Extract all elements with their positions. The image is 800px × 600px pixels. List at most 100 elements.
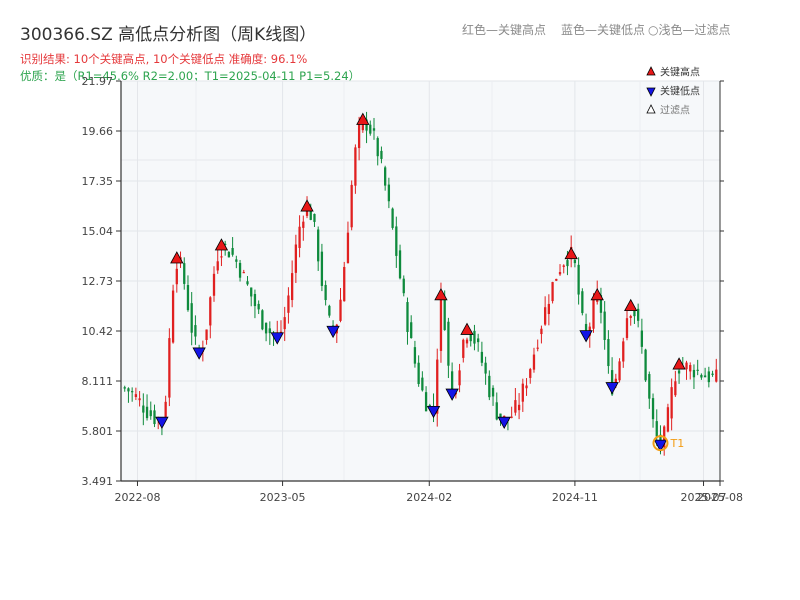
candle-body: [145, 406, 149, 419]
candle-body: [313, 213, 316, 222]
candle-body: [707, 371, 710, 383]
candle-body: [298, 226, 301, 248]
legend-label: 关键低点: [660, 85, 700, 98]
candle-body: [302, 221, 305, 228]
candle-body: [384, 167, 387, 186]
legend-light-note: ○浅色—过滤点: [648, 23, 731, 37]
candle-body: [175, 268, 178, 285]
candle-body: [250, 287, 253, 297]
candle-body: [224, 243, 227, 246]
candle-body: [287, 295, 290, 313]
legend-marker: [646, 87, 656, 97]
candle-body: [376, 138, 379, 157]
candle-body: [484, 362, 487, 374]
candle-body: [261, 310, 264, 330]
candle-body: [227, 252, 231, 258]
candle-body: [391, 208, 394, 228]
candle-body: [666, 407, 670, 432]
candle-body: [644, 349, 647, 381]
candle-body: [525, 385, 528, 389]
candle-body: [424, 392, 428, 412]
candle-body: [573, 259, 577, 264]
candle-body: [436, 359, 439, 414]
candle-body: [633, 307, 636, 317]
x-tick-label: 2024-02: [406, 491, 452, 504]
candle-body: [309, 207, 312, 220]
candle-body: [168, 338, 171, 398]
candle-body: [149, 410, 152, 417]
key-low-marker: [426, 405, 441, 419]
candle-body: [480, 351, 484, 363]
candle-body: [517, 404, 521, 411]
legend-label: 关键高点: [660, 66, 700, 79]
candle-body: [495, 402, 498, 420]
candle-body: [283, 317, 286, 330]
chart-title: 300366.SZ 高低点分析图（周K线图）: [20, 25, 317, 45]
candle-body: [183, 263, 186, 284]
candle-body: [294, 244, 298, 273]
candle-body: [131, 391, 134, 393]
key-high-marker: [300, 199, 314, 212]
candle-body: [268, 328, 271, 334]
candle-body: [637, 308, 640, 321]
candle-body: [450, 371, 454, 391]
legend-marker: [646, 104, 656, 114]
y-tick-label: 10.42: [82, 325, 114, 338]
candle-body: [324, 284, 327, 301]
key-low-marker: [497, 416, 511, 430]
candle-body: [577, 264, 580, 295]
x-tick-label: 2025-08: [697, 491, 743, 504]
key-low-marker: [326, 325, 340, 339]
candle-body: [655, 421, 658, 437]
candle-body: [540, 328, 543, 335]
candle-body: [190, 303, 193, 333]
candle-body: [231, 247, 234, 255]
candle-body: [242, 272, 245, 274]
candle-body: [339, 299, 342, 321]
y-tick-label: 8.111: [82, 375, 114, 388]
candle-body: [253, 293, 257, 307]
candle-body: [439, 290, 443, 351]
candle-body: [365, 119, 368, 131]
key-low-marker: [579, 330, 593, 343]
candle-body: [350, 184, 353, 228]
key-high-marker: [590, 287, 604, 301]
candle-body: [320, 251, 324, 286]
candle-body: [536, 347, 539, 349]
candle-body: [584, 323, 588, 331]
key-high-marker: [434, 287, 448, 301]
candle-body: [380, 150, 383, 159]
y-tick-label: 15.04: [82, 225, 114, 238]
candle-body: [410, 322, 413, 339]
candle-body: [398, 250, 402, 279]
candle-body: [209, 297, 212, 326]
candle-body: [123, 387, 126, 389]
candle-body: [443, 298, 446, 330]
candle-body: [625, 318, 629, 338]
candle-body: [488, 375, 491, 398]
candle-body: [648, 374, 651, 399]
key-low-marker: [270, 332, 284, 345]
candle-body: [651, 398, 655, 420]
candle-body: [406, 302, 409, 332]
candle-body: [607, 339, 610, 367]
t1-ring: [652, 435, 669, 452]
candle-body: [465, 339, 469, 344]
candle-body: [205, 329, 208, 341]
legend-label: 过滤点: [660, 104, 690, 117]
candle-body: [555, 278, 558, 281]
candle-body: [369, 124, 372, 134]
candle-body: [703, 375, 707, 378]
candle-body: [532, 354, 536, 370]
quality-summary: 优质：是（R1=45.6% R2=2.00；T1=2025-04-11 P1=5…: [20, 69, 361, 83]
candle-body: [216, 261, 219, 271]
candle-body: [514, 400, 517, 413]
candle-body: [142, 405, 145, 413]
candle-body: [640, 330, 644, 347]
result-summary: 识别结果: 10个关键高点, 10个关键低点 准确度: 96.1%: [20, 52, 308, 66]
candle-body: [290, 273, 294, 301]
x-tick-label: 2023-05: [260, 491, 306, 504]
y-tick-label: 19.66: [82, 125, 114, 138]
key-low-marker: [605, 382, 619, 395]
x-tick-label: 2022-08: [114, 491, 160, 504]
